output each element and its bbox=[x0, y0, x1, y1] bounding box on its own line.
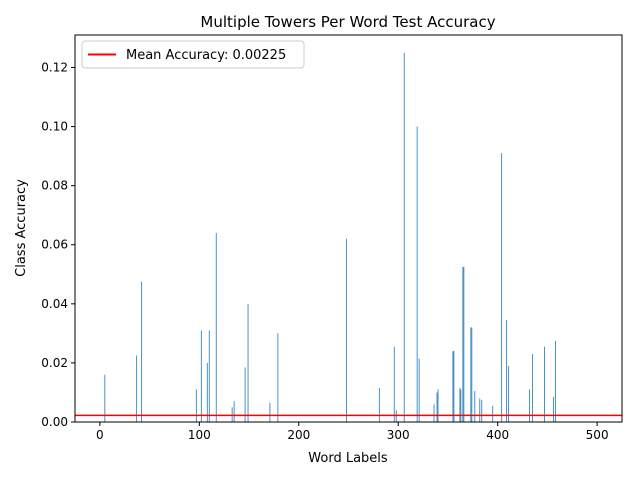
bar bbox=[501, 153, 503, 423]
legend: Mean Accuracy: 0.00225 bbox=[81, 40, 305, 69]
bar bbox=[136, 355, 138, 422]
y-axis: 0.00 0.02 0.04 0.06 0.08 0.10 0.12 bbox=[41, 60, 75, 429]
bar bbox=[141, 281, 143, 422]
bar bbox=[215, 232, 217, 422]
bar bbox=[532, 354, 533, 422]
legend-label: Mean Accuracy: 0.00225 bbox=[126, 48, 286, 63]
bar bbox=[233, 401, 235, 422]
bar bbox=[416, 126, 418, 422]
x-tick-label: 100 bbox=[188, 428, 211, 442]
bar bbox=[470, 327, 472, 422]
bar bbox=[418, 358, 420, 422]
bar bbox=[195, 389, 197, 422]
x-axis: 0 100 200 300 400 500 bbox=[96, 422, 609, 442]
x-tick-label: 300 bbox=[387, 428, 410, 442]
bar bbox=[436, 392, 438, 422]
bar bbox=[393, 346, 395, 422]
y-tick-label: 0.06 bbox=[41, 238, 68, 252]
chart-title: Multiple Towers Per Word Test Accuracy bbox=[200, 13, 495, 31]
x-tick-label: 400 bbox=[486, 428, 509, 442]
y-tick-label: 0.08 bbox=[41, 179, 68, 193]
y-tick-label: 0.00 bbox=[41, 415, 68, 429]
bar bbox=[244, 367, 246, 422]
bar bbox=[346, 238, 347, 422]
x-tick-label: 200 bbox=[287, 428, 310, 442]
x-tick-label: 500 bbox=[586, 428, 609, 442]
bar bbox=[544, 346, 545, 422]
x-axis-label: Word Labels bbox=[308, 451, 388, 466]
y-axis-label: Class Accuracy bbox=[14, 179, 29, 277]
bar bbox=[554, 340, 556, 422]
bar bbox=[460, 389, 462, 422]
x-tick-label: 0 bbox=[96, 428, 104, 442]
y-tick-label: 0.02 bbox=[41, 356, 68, 370]
bar bbox=[437, 389, 439, 422]
bar bbox=[463, 266, 465, 422]
bar bbox=[459, 388, 461, 422]
bar bbox=[462, 266, 464, 422]
bar bbox=[492, 405, 494, 422]
legend-box bbox=[81, 40, 305, 69]
y-tick-label: 0.10 bbox=[41, 120, 68, 134]
bar bbox=[508, 365, 510, 422]
y-tick-label: 0.04 bbox=[41, 297, 68, 311]
bar bbox=[471, 327, 473, 422]
bar-group bbox=[104, 52, 556, 423]
bar bbox=[452, 351, 454, 422]
bar bbox=[269, 402, 271, 422]
bar bbox=[208, 330, 210, 422]
bar bbox=[479, 398, 481, 422]
plot-frame bbox=[74, 34, 623, 423]
bar bbox=[200, 330, 202, 422]
bar bbox=[453, 351, 455, 422]
bar bbox=[529, 389, 530, 422]
bar bbox=[403, 52, 405, 422]
bar bbox=[378, 388, 380, 422]
bar bbox=[277, 333, 279, 422]
bar bbox=[552, 396, 554, 422]
bar bbox=[206, 362, 208, 422]
y-tick-label: 0.12 bbox=[41, 60, 68, 74]
bar bbox=[247, 303, 249, 422]
bar bbox=[104, 374, 106, 422]
bar bbox=[433, 404, 435, 422]
bar bbox=[474, 390, 476, 422]
bar bbox=[506, 320, 508, 422]
bar bbox=[481, 399, 483, 422]
